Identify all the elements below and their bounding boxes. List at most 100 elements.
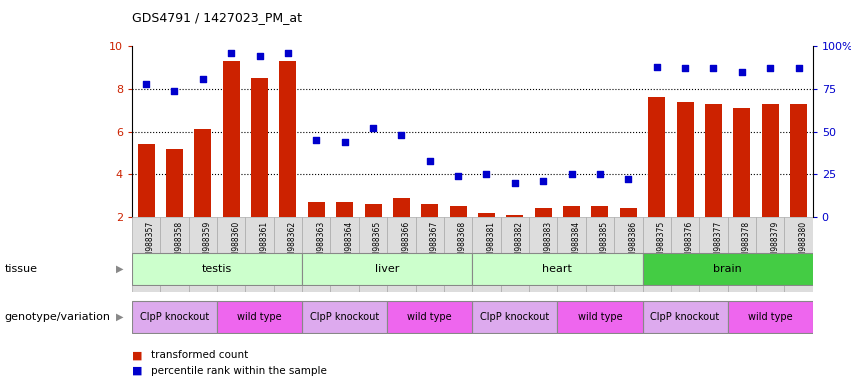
Text: wild type: wild type [237,312,282,322]
Bar [557,217,585,292]
Text: GSM988367: GSM988367 [430,221,439,267]
Text: GSM988364: GSM988364 [345,221,354,267]
Bar [734,108,751,217]
Bar [472,253,643,285]
Text: GSM988383: GSM988383 [543,221,552,267]
Bar [132,217,160,292]
Bar [671,217,700,292]
Point [168,88,181,94]
Text: GSM988376: GSM988376 [685,221,694,267]
Bar [620,209,637,217]
Text: GSM988365: GSM988365 [373,221,382,267]
Text: GSM988377: GSM988377 [713,221,722,267]
Text: GSM988381: GSM988381 [487,221,495,267]
Point [366,125,380,131]
Point [423,157,437,164]
Bar [785,217,813,292]
Text: GSM988380: GSM988380 [798,221,808,267]
Text: GSM988360: GSM988360 [231,221,240,267]
Bar [591,206,608,217]
Bar [308,202,325,217]
Point [565,171,579,177]
Bar [387,301,472,333]
Point [536,178,550,184]
Text: GSM988384: GSM988384 [572,221,580,267]
Text: brain: brain [713,264,742,274]
Bar [415,217,444,292]
Text: ▶: ▶ [116,264,123,274]
Bar [614,217,643,292]
Point [338,139,351,145]
Bar [643,253,813,285]
Bar [643,301,728,333]
Text: GSM988358: GSM988358 [174,221,184,267]
Text: ClpP knockout: ClpP knockout [650,312,720,322]
Bar [132,301,217,333]
Bar [251,78,268,217]
Text: testis: testis [202,264,232,274]
Bar [364,204,381,217]
Point [735,69,749,75]
Point [706,65,720,71]
Point [395,132,408,138]
Bar [677,102,694,217]
Bar [421,204,438,217]
Text: GDS4791 / 1427023_PM_at: GDS4791 / 1427023_PM_at [132,12,302,25]
Bar [643,217,671,292]
Point [225,50,238,56]
Bar [279,61,296,217]
Bar [359,217,387,292]
Bar [274,217,302,292]
Bar [472,217,500,292]
Bar [330,217,359,292]
Bar [223,61,240,217]
Text: GSM988363: GSM988363 [317,221,325,267]
Point [310,137,323,143]
Bar [648,98,665,217]
Text: GSM988375: GSM988375 [657,221,665,267]
Point [480,171,494,177]
Text: wild type: wild type [748,312,792,322]
Text: transformed count: transformed count [151,350,248,360]
Bar [529,217,557,292]
Bar [563,206,580,217]
Bar [700,217,728,292]
Point [791,65,805,71]
Text: GSM988357: GSM988357 [146,221,155,267]
Bar [762,104,779,217]
Text: GSM988382: GSM988382 [515,221,524,267]
Point [621,176,635,182]
Text: heart: heart [542,264,573,274]
Text: ▶: ▶ [116,312,123,322]
Bar [336,202,353,217]
Text: ClpP knockout: ClpP knockout [140,312,209,322]
Text: GSM988379: GSM988379 [770,221,780,267]
Text: GSM988359: GSM988359 [203,221,212,267]
Text: GSM988366: GSM988366 [402,221,410,267]
Bar [217,217,245,292]
Bar [585,217,614,292]
Bar [194,129,211,217]
Text: genotype/variation: genotype/variation [4,312,111,322]
Point [451,173,465,179]
Text: percentile rank within the sample: percentile rank within the sample [151,366,327,376]
Bar [444,217,472,292]
Point [763,65,777,71]
Bar [160,217,189,292]
Text: GSM988368: GSM988368 [458,221,467,267]
Text: GSM988362: GSM988362 [288,221,297,267]
Point [650,63,664,70]
Bar [506,215,523,217]
Text: ClpP knockout: ClpP knockout [310,312,380,322]
Point [281,50,294,56]
Point [253,53,266,60]
Text: wild type: wild type [408,312,452,322]
Bar [756,217,785,292]
Bar [728,301,813,333]
Bar [393,198,410,217]
Bar [302,217,330,292]
Bar [790,104,807,217]
Text: ■: ■ [132,350,142,360]
Point [196,76,209,82]
Text: GSM988378: GSM988378 [742,221,751,267]
